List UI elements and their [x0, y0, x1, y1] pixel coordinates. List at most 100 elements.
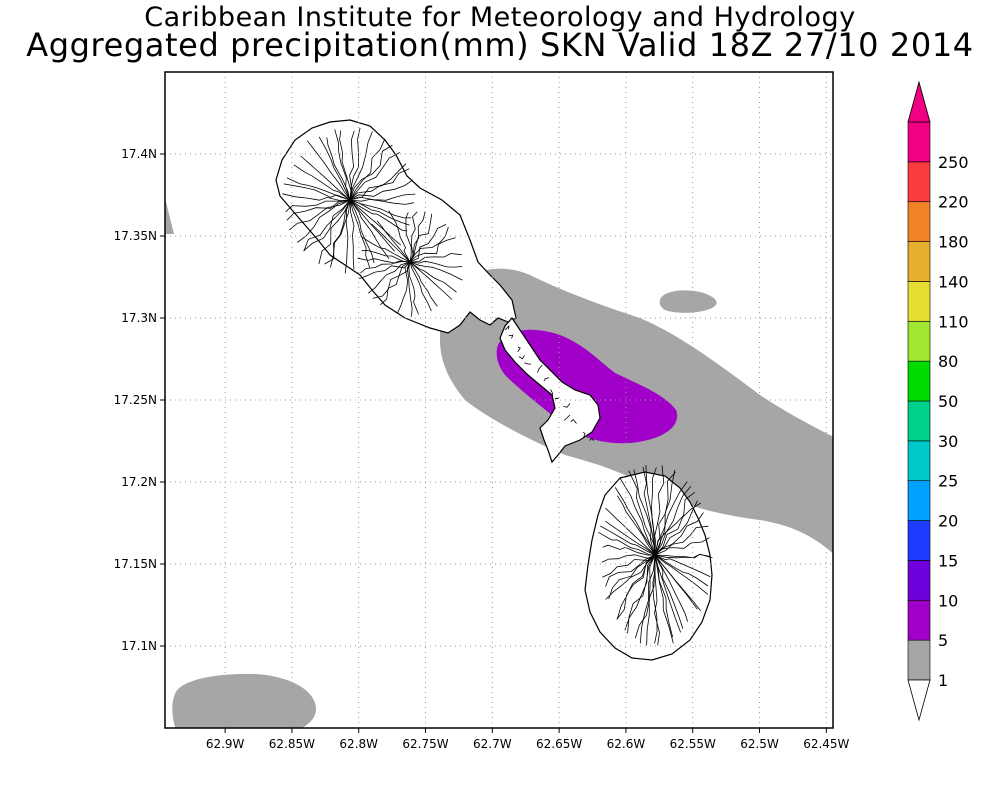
colorbar-swatch	[907, 201, 931, 242]
drainage-line	[306, 140, 351, 201]
colorbar-swatch	[907, 599, 931, 641]
colorbar-level-label: 1	[938, 671, 948, 690]
colorbar-swatch	[907, 241, 931, 282]
drainage-line	[605, 554, 656, 587]
colorbar-level-label: 25	[938, 472, 958, 491]
drainage-line	[361, 236, 411, 263]
drainage-line	[297, 199, 351, 243]
drainage-line	[654, 554, 674, 638]
drainage-line	[409, 224, 447, 263]
drainage-line	[654, 554, 674, 644]
drainage-line	[654, 554, 711, 578]
colorbar-level-label: 250	[938, 153, 969, 172]
colorbar-swatch	[907, 400, 931, 442]
drainage-line	[563, 403, 571, 408]
lon-tick-label: 62.55W	[670, 737, 716, 751]
lon-tick-label: 62.85W	[269, 737, 315, 751]
drainage-line	[654, 554, 681, 633]
colorbar-swatch	[907, 121, 931, 163]
drainage-line	[380, 261, 411, 306]
lon-tick-label: 62.7W	[473, 737, 512, 751]
drainage-line	[359, 261, 411, 280]
drainage-line	[282, 193, 351, 202]
drainage-line	[349, 198, 414, 205]
drainage-line	[651, 467, 657, 556]
drainage-line	[349, 199, 395, 252]
drainage-line	[349, 199, 408, 232]
colorbar-swatch	[907, 320, 931, 362]
precip-region-1-5mm	[172, 673, 317, 728]
drainage-lines	[282, 127, 713, 646]
drainage-line	[344, 199, 351, 274]
lon-tick-label: 62.75W	[402, 737, 448, 751]
drainage-line	[589, 438, 595, 441]
drainage-line	[508, 334, 514, 339]
drainage-line	[409, 261, 432, 312]
drainage-line	[633, 469, 656, 556]
drainage-line	[653, 465, 665, 556]
drainage-line	[371, 223, 411, 263]
drainage-line	[550, 389, 553, 396]
drainage-line	[605, 520, 656, 556]
drainage-line	[563, 414, 571, 421]
lon-tick-label: 62.9W	[206, 737, 245, 751]
drainage-line	[654, 554, 684, 629]
lat-tick-label: 17.4N	[121, 147, 157, 161]
drainage-line	[617, 495, 656, 556]
drainage-line	[654, 470, 676, 556]
drainage-line	[360, 260, 411, 274]
drainage-line	[349, 144, 393, 201]
drainage-line	[326, 137, 351, 201]
drainage-line	[303, 199, 351, 252]
drainage-line	[349, 130, 355, 201]
drainage-line	[409, 253, 462, 263]
drainage-line	[409, 261, 453, 300]
drainage-line	[349, 179, 414, 201]
drainage-line	[409, 237, 456, 263]
drainage-line	[619, 478, 656, 556]
drainage-line	[654, 525, 709, 556]
drainage-line	[570, 419, 577, 424]
drainage-line	[602, 544, 656, 556]
drainage-line	[517, 346, 521, 353]
drainage-line	[367, 261, 411, 294]
product-title: Aggregated precipitation(mm) SKN Valid 1…	[26, 26, 974, 64]
colorbar-underflow-arrow	[907, 679, 931, 722]
drainage-line	[639, 554, 656, 644]
drainage-line	[645, 464, 656, 556]
drainage-line	[654, 491, 696, 556]
lat-tick-label: 17.2N	[121, 475, 157, 489]
drainage-line	[303, 199, 351, 252]
drainage-line	[409, 213, 433, 263]
institute-title: Caribbean Institute for Meteorology and …	[144, 2, 856, 33]
drainage-line	[582, 431, 586, 437]
lon-tick-label: 62.8W	[339, 737, 378, 751]
drainage-line	[285, 199, 351, 213]
drainage-line	[286, 199, 351, 221]
drainage-line	[349, 131, 373, 201]
colorbar-level-label: 20	[938, 512, 958, 531]
colorbar-level-label: 15	[938, 551, 958, 570]
colorbar-level-label: 50	[938, 392, 958, 411]
drainage-line	[654, 537, 710, 556]
colorbar-level-label: 180	[938, 233, 969, 252]
precip-region-5-10mm	[496, 329, 678, 444]
drainage-line	[349, 199, 355, 270]
drainage-line	[654, 554, 698, 610]
drainage-line	[349, 199, 371, 268]
drainage-line	[654, 554, 709, 595]
drainage-line	[654, 502, 701, 556]
drainage-line	[537, 364, 543, 373]
drainage-line	[349, 152, 400, 201]
drainage-line	[616, 554, 656, 620]
colorbar-level-label: 140	[938, 272, 969, 291]
drainage-line	[376, 220, 411, 263]
lat-tick-label: 17.35N	[114, 229, 157, 243]
drainage-line	[524, 362, 532, 365]
drainage-line	[288, 199, 351, 231]
drainage-line	[601, 554, 656, 563]
drainage-line	[627, 554, 656, 634]
drainage-line	[654, 554, 688, 622]
colorbar-swatch	[907, 560, 931, 601]
drainage-line	[634, 554, 656, 639]
